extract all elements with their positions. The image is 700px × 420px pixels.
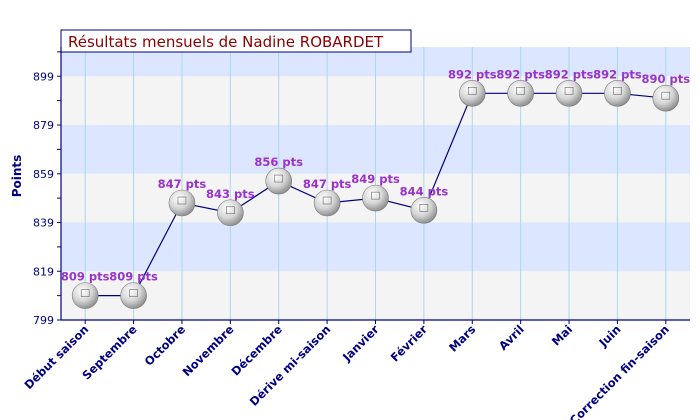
x-tick-label: Juin	[596, 322, 624, 350]
data-label: 809 pts	[61, 270, 110, 284]
axes	[57, 47, 690, 324]
series-markers	[71, 80, 680, 309]
marker-detail	[419, 204, 429, 212]
data-label: 849 pts	[351, 172, 400, 186]
chart-title-box: Résultats mensuels de Nadine ROBARDET	[60, 29, 412, 53]
x-tick-label: Dérive mi-saison	[247, 322, 334, 409]
data-label: 847 pts	[158, 177, 207, 191]
marker-detail	[129, 289, 138, 297]
marker-detail	[516, 87, 525, 95]
x-tick-label: Correction fin-saison	[567, 322, 672, 420]
marker-detail	[467, 87, 477, 95]
x-tick-label: Novembre	[180, 322, 237, 379]
data-point	[120, 282, 147, 309]
marker-ball	[458, 80, 486, 107]
data-point	[458, 80, 486, 107]
marker-ball	[507, 80, 534, 107]
marker-ball	[410, 197, 438, 224]
data-point	[652, 84, 680, 112]
marker-ball	[604, 80, 631, 107]
marker-detail	[80, 289, 90, 297]
x-tick-label: Début saison	[21, 322, 91, 392]
marker-ball	[168, 189, 196, 217]
data-point	[217, 199, 244, 227]
x-tick-label: Février	[388, 322, 430, 364]
x-tick-label: Octobre	[142, 322, 189, 369]
data-point	[604, 80, 631, 107]
marker-ball	[217, 199, 244, 227]
marker-ball	[265, 167, 293, 195]
data-point	[313, 189, 341, 217]
data-point	[362, 184, 389, 212]
marker-ball	[71, 282, 99, 309]
data-label: 809 pts	[109, 270, 158, 284]
data-point	[168, 189, 196, 217]
y-tick-label: 799	[33, 314, 54, 327]
data-label: 892 pts	[448, 67, 497, 81]
x-tick-label: Mars	[446, 322, 478, 354]
data-point	[71, 282, 99, 309]
data-label: 892 pts	[496, 67, 545, 81]
x-tick-label: Avril	[496, 322, 527, 353]
marker-detail	[613, 87, 622, 95]
data-label: 843 pts	[206, 187, 255, 201]
marker-ball	[313, 189, 341, 217]
data-label: 847 pts	[303, 177, 352, 191]
y-tick-labels: 799 819 839 859 879 899	[33, 70, 54, 327]
marker-ball	[120, 282, 147, 309]
marker-ball	[555, 80, 583, 107]
data-label: 892 pts	[593, 67, 642, 81]
marker-detail	[322, 196, 332, 205]
data-point	[265, 167, 293, 195]
marker-detail	[177, 196, 187, 205]
marker-detail	[371, 191, 380, 200]
marker-ball	[652, 84, 680, 112]
y-tick-label: 859	[33, 168, 54, 181]
marker-detail	[564, 87, 574, 95]
x-tick-label: Janvier	[339, 322, 382, 365]
data-label: 856 pts	[254, 155, 303, 169]
data-label: 844 pts	[400, 184, 449, 198]
data-point	[507, 80, 534, 107]
data-label: 892 pts	[545, 67, 594, 81]
chart-title: Résultats mensuels de Nadine ROBARDET	[68, 33, 384, 51]
y-tick-label: 839	[33, 217, 54, 230]
y-tick-label: 819	[33, 265, 54, 278]
marker-detail	[226, 206, 235, 215]
y-tick-label: 899	[33, 70, 54, 83]
data-point	[410, 197, 438, 224]
y-tick-label: 879	[33, 119, 54, 132]
marker-detail	[274, 174, 284, 183]
data-label: 890 pts	[642, 72, 691, 86]
x-tick-label: Mai	[549, 322, 575, 348]
marker-detail	[661, 91, 671, 100]
data-point	[555, 80, 583, 107]
y-axis-label: Points	[10, 155, 24, 198]
marker-ball	[362, 184, 389, 212]
